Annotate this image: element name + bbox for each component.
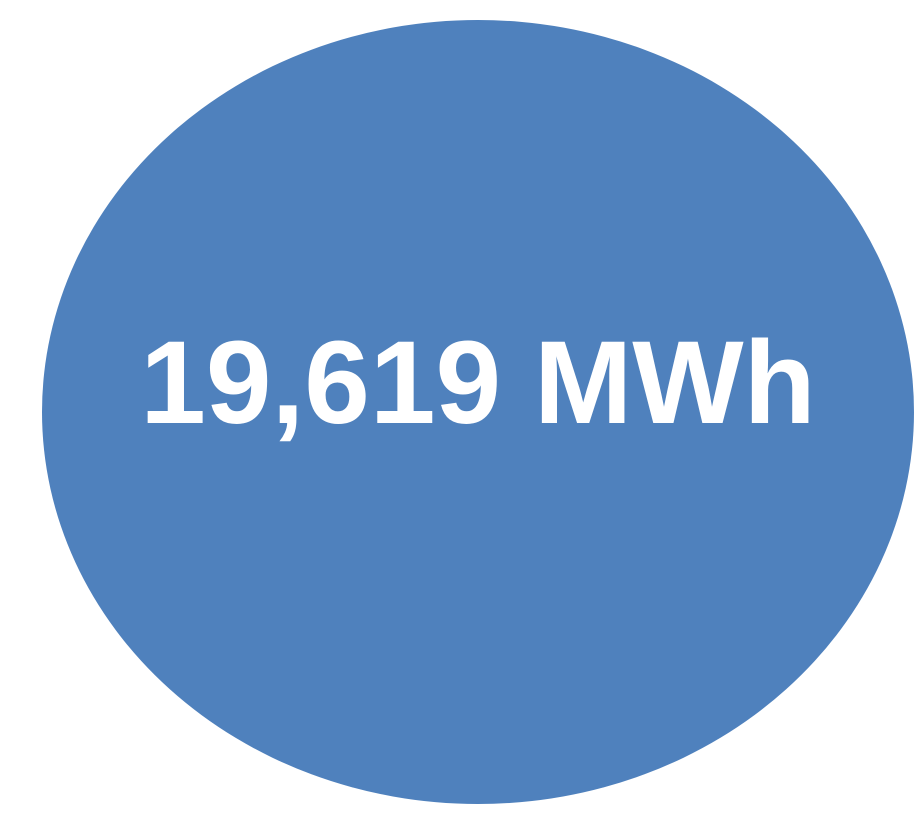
label: 19,619 MWh (140, 317, 815, 449)
circle (42, 20, 914, 804)
